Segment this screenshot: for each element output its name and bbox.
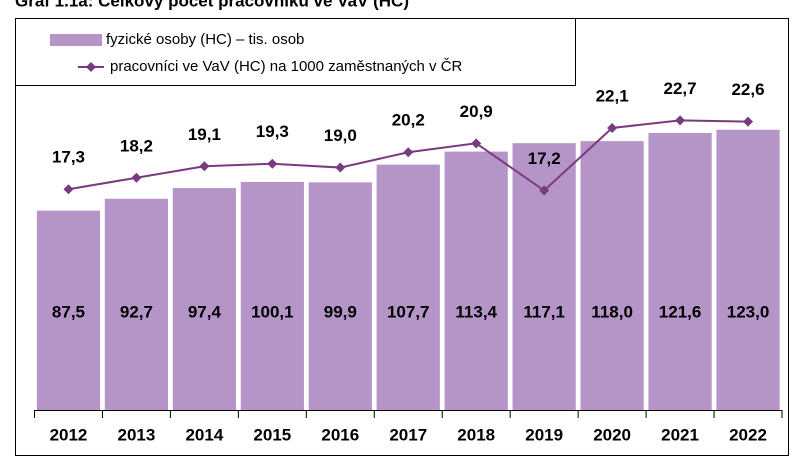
line-value-label: 19,1	[188, 125, 221, 144]
bar-value-label: 99,9	[324, 302, 357, 321]
bar-value-label: 100,1	[251, 302, 294, 321]
line-value-label: 18,2	[120, 136, 153, 155]
line-value-label: 19,0	[324, 126, 357, 145]
chart-title: Graf 1.1a: Celkový počet pracovníků ve V…	[15, 0, 409, 10]
x-tick-label: 2017	[389, 425, 427, 444]
line-value-label: 17,3	[52, 148, 85, 167]
bar-value-label: 97,4	[188, 302, 222, 321]
x-tick-label: 2020	[593, 425, 631, 444]
legend-swatch	[50, 34, 102, 46]
bar	[172, 188, 236, 410]
x-tick-label: 2015	[253, 425, 291, 444]
x-tick-label: 2021	[661, 425, 699, 444]
bar	[308, 182, 372, 410]
bar-value-label: 113,4	[455, 302, 497, 321]
bar	[580, 141, 644, 410]
bar-value-label: 117,1	[523, 302, 565, 321]
bar-value-label: 118,0	[591, 302, 633, 321]
x-tick-label: 2018	[457, 425, 495, 444]
line-value-label: 22,1	[596, 86, 629, 105]
bar	[240, 181, 304, 410]
bar-value-label: 121,6	[659, 302, 702, 321]
bar	[376, 164, 440, 410]
bar-value-label: 107,7	[387, 302, 430, 321]
bar	[444, 151, 508, 411]
x-tick-label: 2019	[525, 425, 563, 444]
line-value-label: 19,3	[256, 122, 289, 141]
line-marker	[267, 158, 278, 169]
x-tick-label: 2012	[50, 425, 88, 444]
bar-value-label: 92,7	[120, 302, 153, 321]
line-marker	[335, 162, 346, 173]
line-marker	[199, 161, 210, 172]
legend-marker	[86, 62, 96, 72]
line-marker	[743, 116, 754, 127]
bar	[512, 143, 576, 410]
line-marker	[675, 115, 686, 126]
bar	[36, 210, 101, 410]
x-tick-label: 2013	[118, 425, 156, 444]
legend-frame	[15, 18, 576, 86]
legend-label: fyzické osoby (HC) – tis. osob	[106, 31, 304, 48]
bar	[716, 129, 780, 410]
line-marker	[403, 147, 414, 158]
line-value-label: 20,9	[460, 102, 493, 121]
x-tick-label: 2022	[729, 425, 767, 444]
x-tick-label: 2014	[185, 425, 223, 444]
line-value-label: 20,2	[392, 111, 425, 130]
line-value-label: 22,7	[664, 79, 697, 98]
line-marker	[607, 123, 618, 134]
line-marker	[471, 138, 482, 149]
bar	[648, 132, 712, 410]
line-marker	[131, 172, 142, 183]
bar-value-label: 123,0	[727, 302, 770, 321]
bar	[104, 198, 169, 410]
line-value-label: 17,2	[528, 149, 561, 168]
x-tick-label: 2016	[321, 425, 359, 444]
line-marker	[63, 184, 74, 195]
bar-value-label: 87,5	[52, 302, 85, 321]
line-marker	[539, 185, 550, 196]
legend-label: pracovníci ve VaV (HC) na 1000 zaměstnan…	[110, 58, 463, 75]
line-value-label: 22,6	[731, 80, 764, 99]
